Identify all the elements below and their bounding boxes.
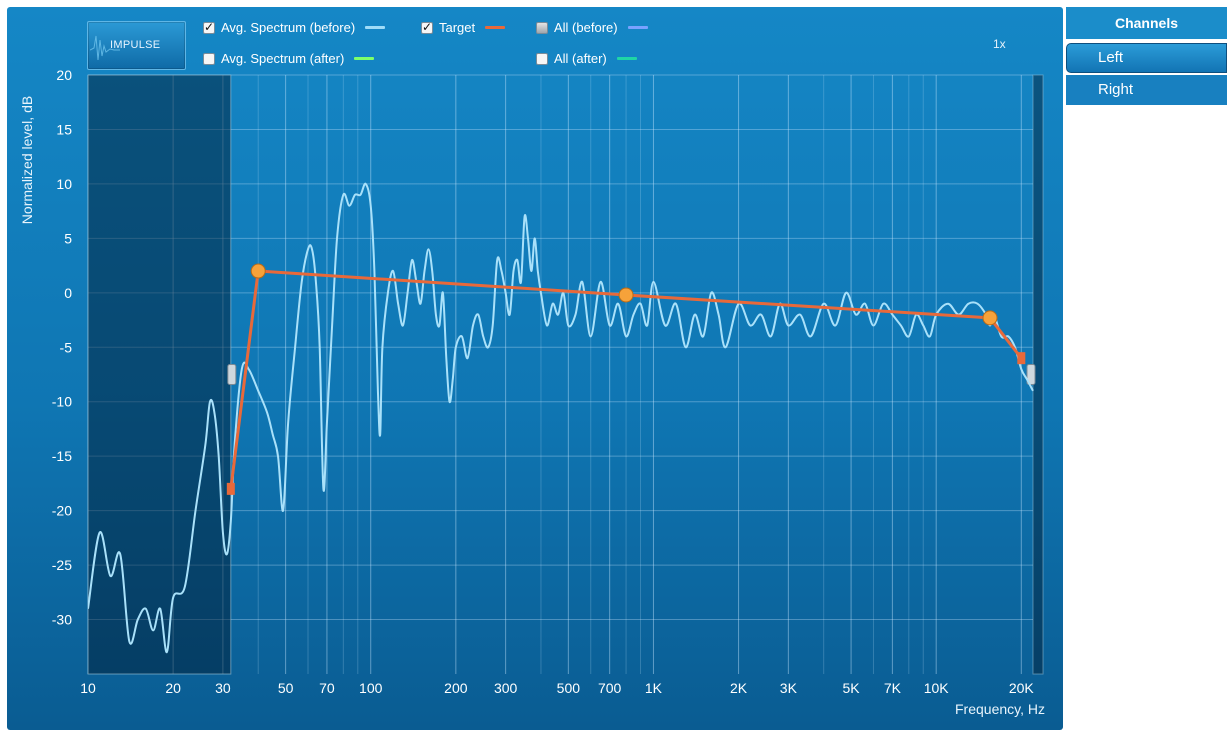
y-tick-label: 20 xyxy=(56,67,72,83)
y-tick-label: 0 xyxy=(64,285,72,301)
target-swatch xyxy=(485,26,506,29)
spectrum-before-line xyxy=(88,182,1034,654)
x-axis-label: Frequency, Hz xyxy=(955,701,1045,717)
x-tick-label: 300 xyxy=(494,680,518,696)
legend-all-before[interactable]: All (before) xyxy=(536,20,648,35)
x-tick-label: 500 xyxy=(557,680,581,696)
impulse-label: IMPULSE xyxy=(110,39,161,51)
avg-after-swatch xyxy=(354,57,375,60)
channels-header: Channels xyxy=(1066,7,1227,39)
x-tick-label: 10 xyxy=(80,680,96,696)
impulse-waveform-icon xyxy=(90,35,120,61)
channel-item-left[interactable]: Left xyxy=(1066,43,1227,73)
x-tick-label: 30 xyxy=(215,680,231,696)
y-tick-label: -5 xyxy=(60,339,73,355)
y-axis-label: Normalized level, dB xyxy=(19,96,35,224)
legend-all-after[interactable]: All (after) xyxy=(536,51,637,66)
legend-label: All (before) xyxy=(554,20,618,35)
y-tick-label: 15 xyxy=(56,121,72,137)
target-end-marker xyxy=(226,482,235,495)
x-tick-label: 3K xyxy=(780,680,798,696)
x-tick-label: 200 xyxy=(444,680,468,696)
x-tick-label: 10K xyxy=(924,680,950,696)
target-handle-point[interactable] xyxy=(250,263,266,279)
y-tick-label: -25 xyxy=(52,557,72,573)
legend-label: Target xyxy=(439,20,476,35)
y-tick-label: -15 xyxy=(52,448,72,464)
legend-label: All (after) xyxy=(554,51,607,66)
x-tick-label: 7K xyxy=(884,680,902,696)
x-tick-label: 1K xyxy=(645,680,663,696)
y-tick-label: 5 xyxy=(64,230,72,246)
x-tick-label: 20 xyxy=(165,680,181,696)
avg-after-checkbox[interactable] xyxy=(203,52,215,65)
legend-target[interactable]: Target xyxy=(421,20,506,35)
all-after-swatch xyxy=(616,57,637,60)
all-before-swatch xyxy=(627,26,648,29)
y-tick-label: 10 xyxy=(56,176,72,192)
avg-before-checkbox[interactable] xyxy=(203,20,215,34)
x-tick-label: 100 xyxy=(359,680,383,696)
y-tick-label: -20 xyxy=(52,503,72,519)
zoom-level[interactable]: 1x xyxy=(993,37,1006,51)
channel-item-right[interactable]: Right xyxy=(1066,75,1227,105)
all-after-checkbox[interactable] xyxy=(536,52,548,65)
x-tick-label: 70 xyxy=(319,680,335,696)
range-handle xyxy=(227,364,237,385)
x-tick-label: 700 xyxy=(598,680,622,696)
range-handle xyxy=(1026,364,1036,385)
legend-avg-after[interactable]: Avg. Spectrum (after) xyxy=(203,51,375,66)
target-handle-point[interactable] xyxy=(618,287,634,303)
target-end-marker xyxy=(1017,352,1026,365)
x-tick-label: 50 xyxy=(278,680,294,696)
legend-label: Avg. Spectrum (before) xyxy=(221,20,356,35)
x-tick-label: 20K xyxy=(1009,680,1035,696)
avg-before-swatch xyxy=(365,26,386,29)
y-tick-label: -30 xyxy=(52,612,72,628)
impulse-button[interactable]: IMPULSE xyxy=(87,21,186,70)
x-tick-label: 2K xyxy=(730,680,748,696)
graph-panel xyxy=(7,7,1063,730)
all-before-checkbox[interactable] xyxy=(536,21,548,34)
legend-avg-before[interactable]: Avg. Spectrum (before) xyxy=(203,20,386,35)
x-tick-label: 5K xyxy=(843,680,861,696)
legend-label: Avg. Spectrum (after) xyxy=(221,51,345,66)
y-tick-label: -10 xyxy=(52,394,72,410)
target-checkbox[interactable] xyxy=(421,20,433,34)
excluded-low-range xyxy=(87,74,232,675)
target-handle-point[interactable] xyxy=(982,310,998,326)
